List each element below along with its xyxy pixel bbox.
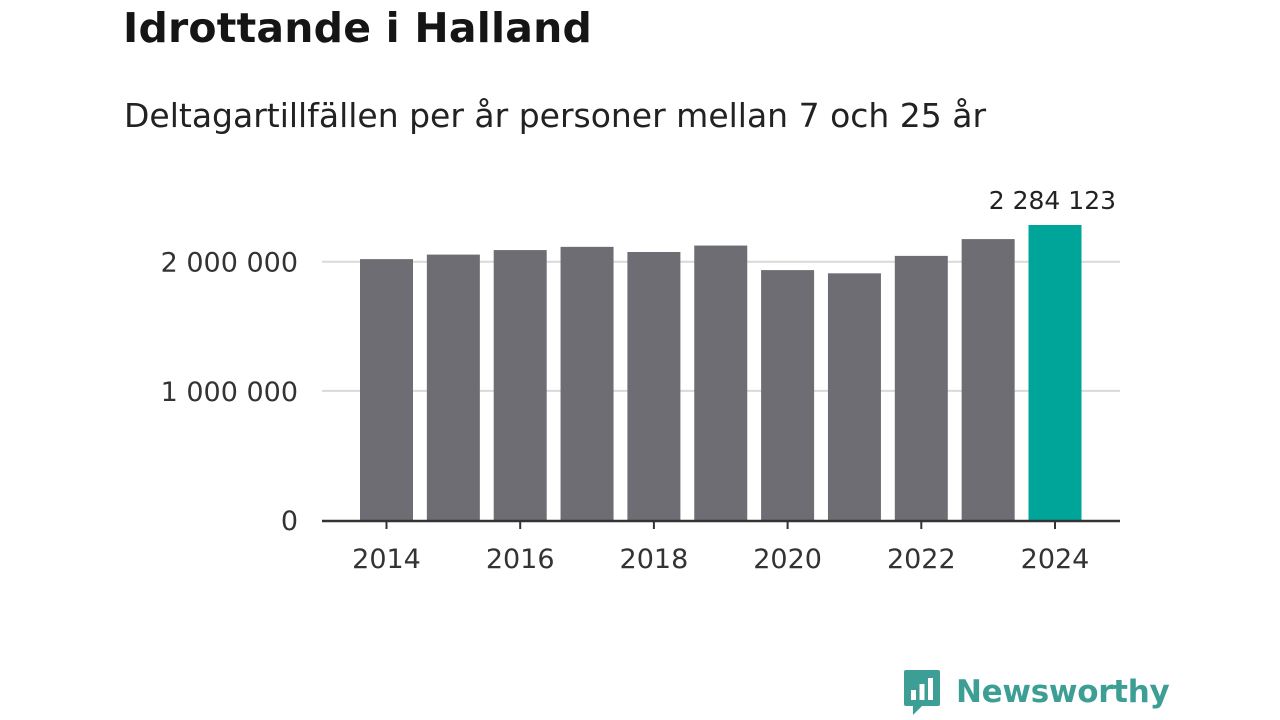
bar-2014 [360, 259, 413, 520]
chart-title: Idrottande i Halland [123, 4, 593, 52]
brand-logo: Newsworthy [902, 668, 1170, 716]
bar-2023 [961, 239, 1015, 520]
chart-subtitle: Deltagartillfällen per år personer mella… [124, 96, 987, 135]
bar-2015 [426, 254, 480, 520]
x-tick-label: 2018 [620, 544, 689, 575]
x-tick-label: 2014 [352, 544, 421, 575]
x-tick-label: 2016 [486, 544, 555, 575]
bar-2016 [493, 250, 547, 520]
brand-name: Newsworthy [956, 674, 1170, 710]
bar-2018 [627, 252, 681, 521]
bar-2024 [1028, 225, 1082, 520]
newsworthy-logo-icon [904, 670, 940, 715]
bar-2020 [761, 270, 815, 520]
bar-2017 [560, 246, 614, 520]
x-tick-label: 2022 [887, 544, 956, 575]
y-tick-label: 2 000 000 [161, 248, 298, 279]
y-tick-label: 0 [281, 506, 298, 537]
x-tick-label: 2024 [1021, 544, 1090, 575]
y-tick-label: 1 000 000 [161, 377, 298, 408]
value-annotation: 2 284 123 [989, 186, 1116, 215]
bar-2021 [827, 273, 881, 520]
bar-2019 [694, 245, 748, 520]
x-tick-label: 2020 [753, 544, 822, 575]
bar-2022 [894, 255, 948, 521]
